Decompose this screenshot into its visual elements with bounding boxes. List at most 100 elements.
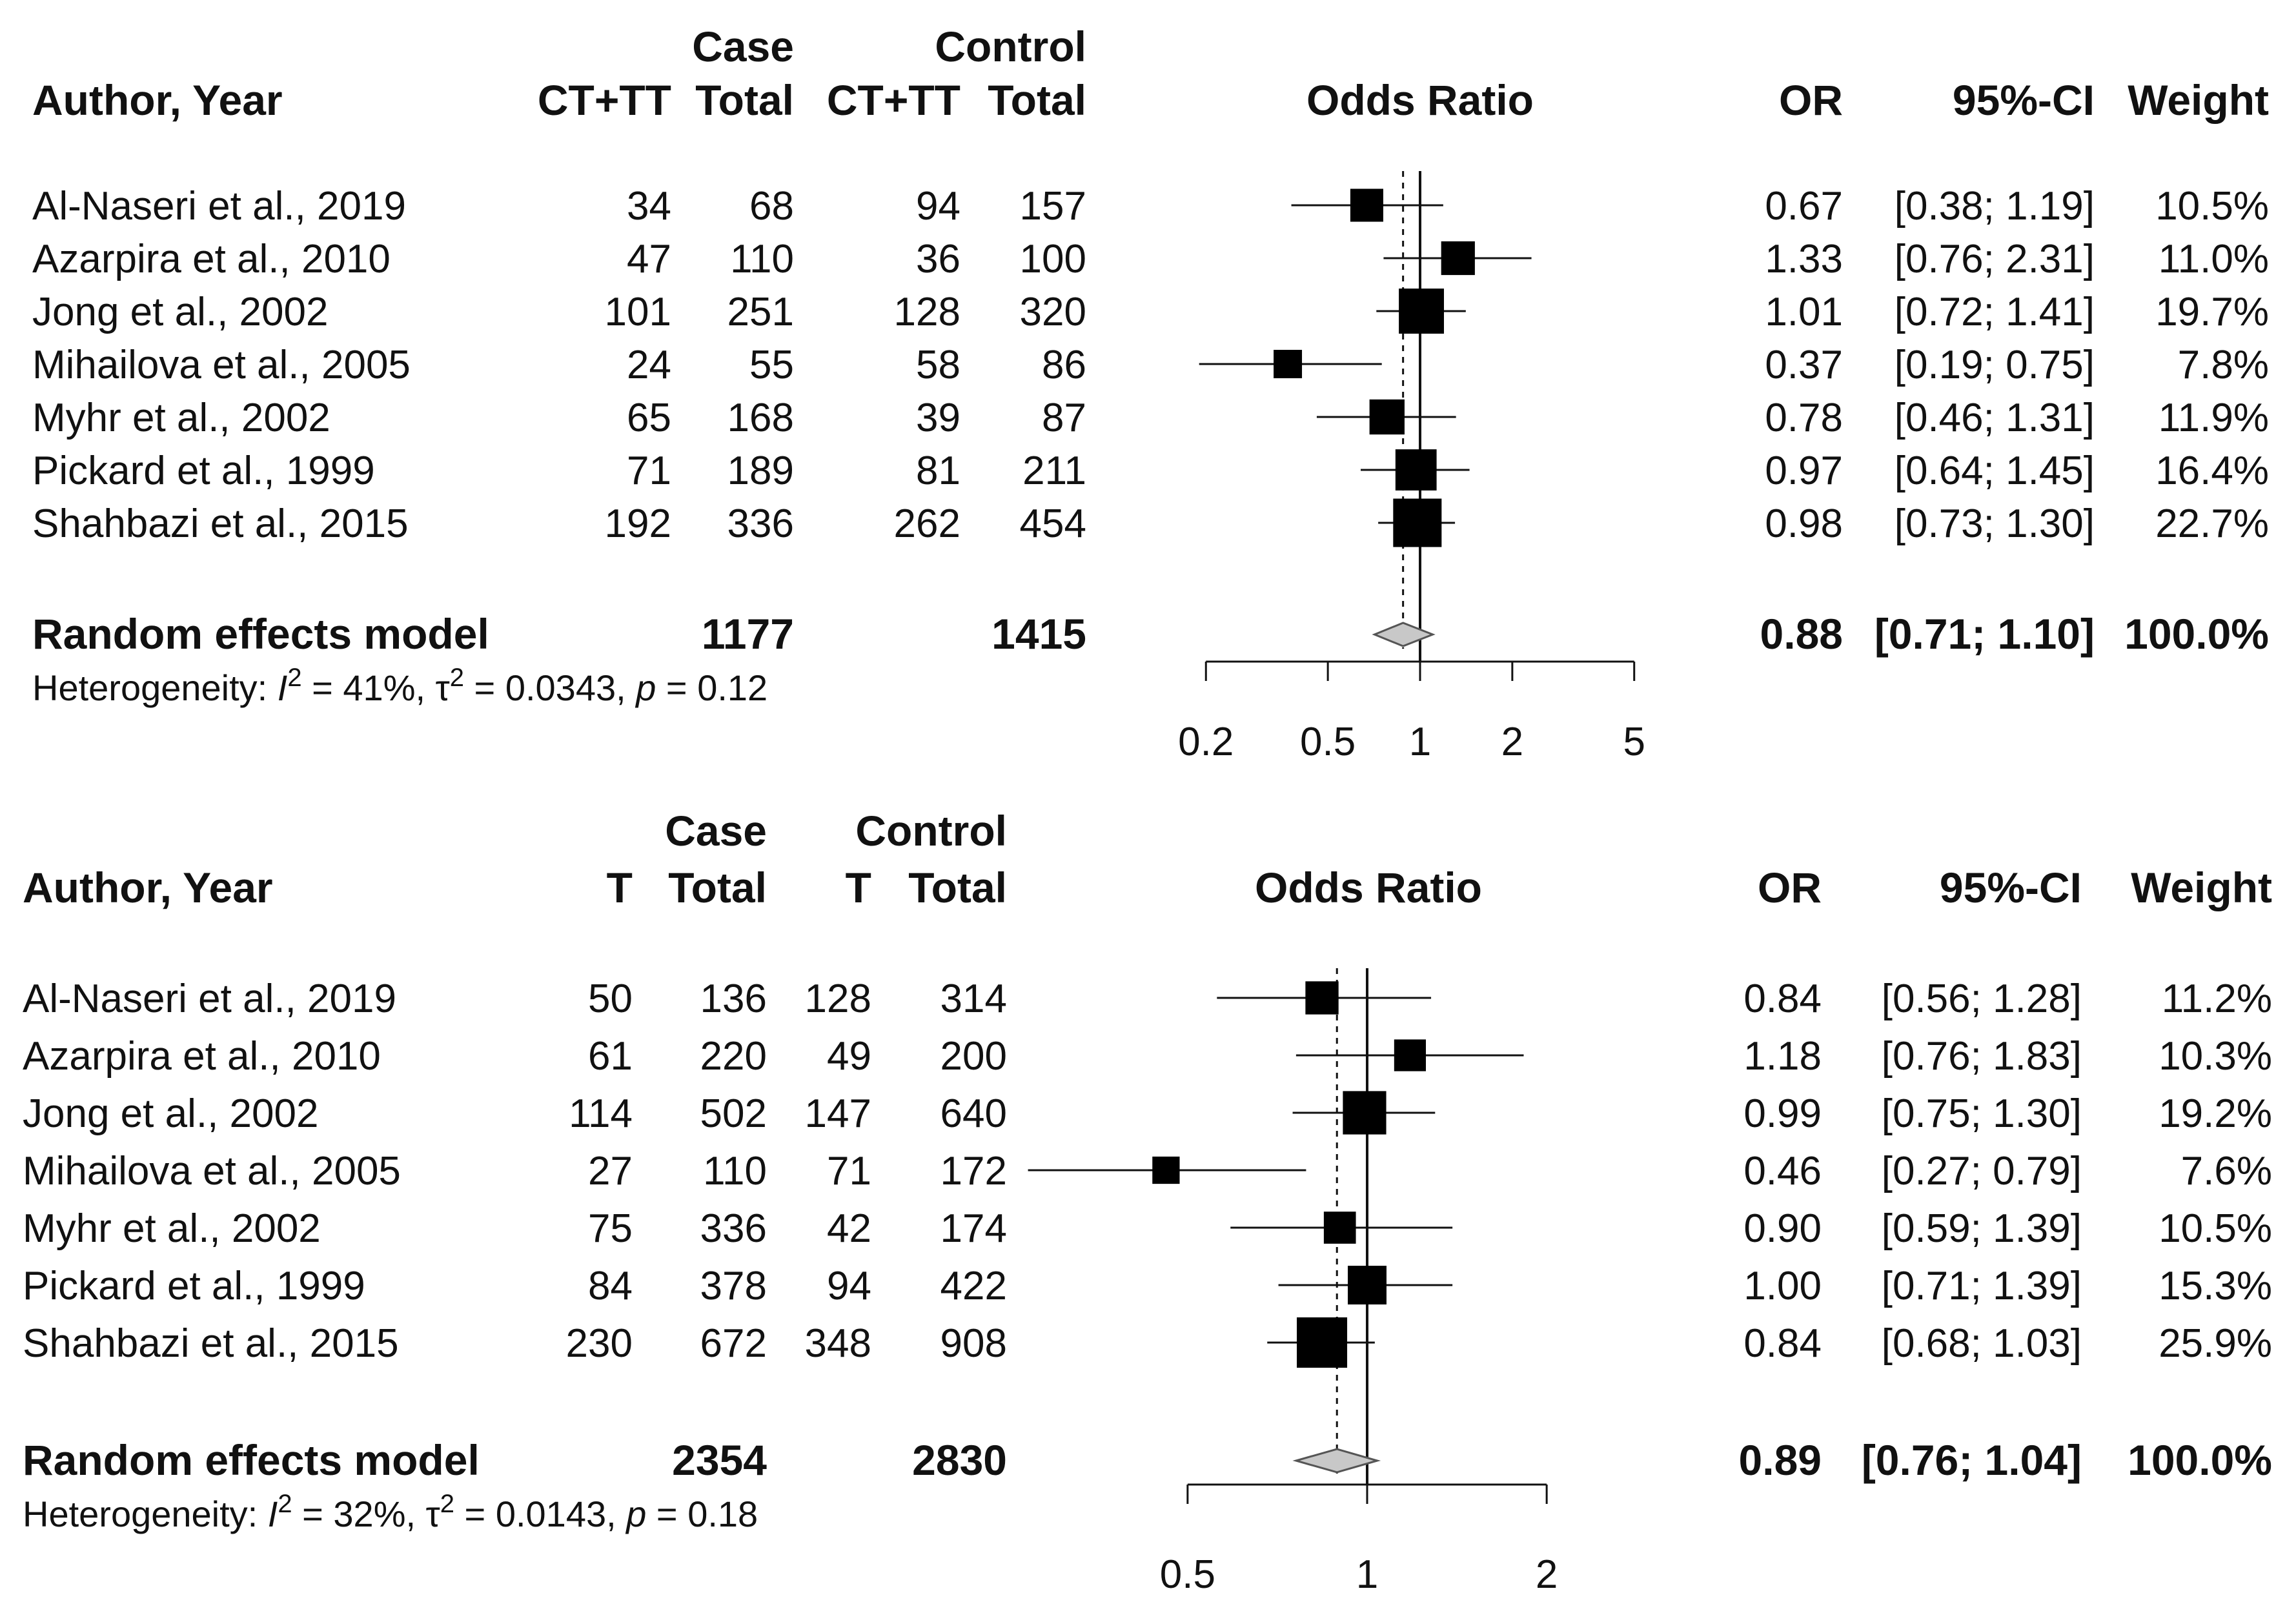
study-name: Shahbazi et al., 2015 bbox=[32, 502, 409, 546]
summary-label: Random effects model bbox=[23, 1436, 480, 1484]
weight-value: 10.5% bbox=[2159, 1206, 2272, 1251]
confidence-interval-value: [0.71; 1.39] bbox=[1882, 1264, 2082, 1308]
case-events-value: 71 bbox=[627, 449, 671, 493]
odds-ratio-value: 0.78 bbox=[1765, 396, 1843, 440]
case-total-value: 502 bbox=[700, 1091, 767, 1136]
study-name: Al-Naseri et al., 2019 bbox=[23, 977, 396, 1021]
control-total-value: 908 bbox=[940, 1321, 1007, 1366]
case-events-value: 27 bbox=[588, 1149, 633, 1193]
control-events-header: T bbox=[846, 864, 871, 911]
weight-value: 15.3% bbox=[2159, 1264, 2272, 1308]
confidence-interval-value: [0.68; 1.03] bbox=[1882, 1321, 2082, 1366]
case-events-value: 114 bbox=[569, 1091, 633, 1136]
odds-ratio-value: 0.37 bbox=[1765, 343, 1843, 387]
case-total-value: 189 bbox=[727, 449, 794, 493]
study-estimate-square bbox=[1348, 1266, 1387, 1304]
study-estimate-square bbox=[1394, 1039, 1427, 1071]
case-events-value: 192 bbox=[605, 502, 671, 546]
case-total-value: 68 bbox=[749, 184, 794, 228]
case-total-value: 168 bbox=[727, 396, 794, 440]
case-total-header: Total bbox=[668, 864, 767, 911]
confidence-interval-value: [0.76; 1.83] bbox=[1882, 1034, 2082, 1079]
study-estimate-square bbox=[1369, 399, 1405, 435]
heterogeneity-statistics: Heterogeneity: I2 = 41%, τ2 = 0.0343, p … bbox=[32, 664, 767, 708]
heterogeneity-part: I bbox=[278, 667, 288, 708]
study-row: Al-Naseri et al., 2019 34 68 94 157 0.67 [0.38… bbox=[32, 184, 2269, 228]
study-estimate-square bbox=[1441, 241, 1475, 276]
ci-column-header: 95%-CI bbox=[1953, 76, 2095, 124]
control-group-header: Control bbox=[855, 807, 1007, 855]
weight-column-header: Weight bbox=[2128, 76, 2269, 124]
study-estimate-square bbox=[1399, 289, 1444, 334]
control-total-value: 211 bbox=[1022, 449, 1086, 493]
case-events-value: 65 bbox=[627, 396, 671, 440]
weight-value: 11.2% bbox=[2162, 977, 2272, 1021]
control-events-value: 49 bbox=[827, 1034, 871, 1079]
confidence-interval-value: [0.72; 1.41] bbox=[1895, 290, 2095, 334]
summary-case-total: 1177 bbox=[702, 610, 794, 658]
odds-ratio-value: 1.18 bbox=[1743, 1034, 1822, 1079]
x-axis-tick-label: 2 bbox=[1536, 1552, 1558, 1597]
case-total-value: 336 bbox=[727, 502, 794, 546]
control-total-value: 640 bbox=[940, 1091, 1007, 1136]
study-name: Al-Naseri et al., 2019 bbox=[32, 184, 406, 228]
odds-ratio-value: 0.46 bbox=[1743, 1149, 1822, 1193]
control-total-value: 320 bbox=[1020, 290, 1086, 334]
weight-value: 19.7% bbox=[2155, 290, 2269, 334]
case-events-value: 75 bbox=[588, 1206, 633, 1251]
odds-ratio-value: 1.01 bbox=[1765, 290, 1843, 334]
x-axis-tick-label: 1 bbox=[1409, 720, 1431, 764]
control-events-value: 348 bbox=[805, 1321, 871, 1366]
study-column-header: Author, Year bbox=[23, 864, 273, 911]
x-axis-tick-label: 0.5 bbox=[1300, 720, 1356, 764]
control-total-header: Total bbox=[908, 864, 1007, 911]
x-axis: 0.5 1 2 bbox=[1160, 1483, 1558, 1597]
case-events-value: 84 bbox=[588, 1264, 633, 1308]
study-column-header: Author, Year bbox=[32, 76, 283, 124]
control-events-value: 81 bbox=[916, 449, 960, 493]
case-total-value: 136 bbox=[700, 977, 767, 1021]
confidence-interval-value: [0.27; 0.79] bbox=[1882, 1149, 2082, 1193]
weight-value: 19.2% bbox=[2159, 1091, 2272, 1136]
odds-ratio-value: 1.33 bbox=[1765, 237, 1843, 281]
forest-panel-1: Case Control Author, Year CT+TT Total CT+TT To… bbox=[32, 23, 2269, 764]
heterogeneity-part: = 0.0343, bbox=[464, 667, 636, 708]
heterogeneity-part: p bbox=[625, 1494, 646, 1534]
study-row: Pickard et al., 1999 71 189 81 211 0.97 [0.64;… bbox=[32, 449, 2269, 493]
or-column-header: OR bbox=[1779, 76, 1843, 124]
study-name: Myhr et al., 2002 bbox=[32, 396, 330, 440]
study-name: Jong et al., 2002 bbox=[32, 290, 328, 334]
control-events-header: CT+TT bbox=[827, 76, 960, 124]
study-name: Pickard et al., 1999 bbox=[32, 449, 375, 493]
weight-value: 7.6% bbox=[2181, 1149, 2272, 1193]
control-total-value: 157 bbox=[1020, 184, 1086, 228]
case-events-value: 61 bbox=[588, 1034, 633, 1079]
ci-column-header: 95%-CI bbox=[1940, 864, 2082, 911]
study-estimate-square bbox=[1395, 449, 1437, 491]
study-row: Jong et al., 2002 114 502 147 640 0.99 [0.75; … bbox=[23, 1091, 2272, 1136]
control-total-value: 174 bbox=[940, 1206, 1007, 1251]
confidence-interval-value: [0.46; 1.31] bbox=[1895, 396, 2095, 440]
heterogeneity-part: = 0.18 bbox=[646, 1494, 758, 1534]
summary-control-total: 1415 bbox=[991, 610, 1086, 658]
case-group-header: Case bbox=[665, 807, 767, 855]
case-total-value: 220 bbox=[700, 1034, 767, 1079]
odds-ratio-value: 0.97 bbox=[1765, 449, 1843, 493]
study-estimate-square bbox=[1152, 1156, 1180, 1184]
confidence-interval-value: [0.56; 1.28] bbox=[1882, 977, 2082, 1021]
plot-title-header: Odds Ratio bbox=[1306, 76, 1534, 124]
study-name: Myhr et al., 2002 bbox=[23, 1206, 321, 1251]
confidence-interval-value: [0.64; 1.45] bbox=[1895, 449, 2095, 493]
control-events-value: 128 bbox=[805, 977, 871, 1021]
heterogeneity-part: Heterogeneity: bbox=[32, 667, 278, 708]
control-events-value: 94 bbox=[916, 184, 960, 228]
study-estimate-square bbox=[1323, 1212, 1356, 1244]
study-row: Mihailova et al., 2005 24 55 58 86 0.37 [0.19;… bbox=[32, 343, 2269, 387]
pooled-estimate-diamond bbox=[1372, 622, 1436, 647]
study-name: Shahbazi et al., 2015 bbox=[23, 1321, 399, 1366]
control-events-value: 58 bbox=[916, 343, 960, 387]
confidence-interval-value: [0.19; 0.75] bbox=[1895, 343, 2095, 387]
study-name: Mihailova et al., 2005 bbox=[23, 1149, 401, 1193]
heterogeneity-statistics: Heterogeneity: I2 = 32%, τ2 = 0.0143, p … bbox=[23, 1490, 758, 1534]
